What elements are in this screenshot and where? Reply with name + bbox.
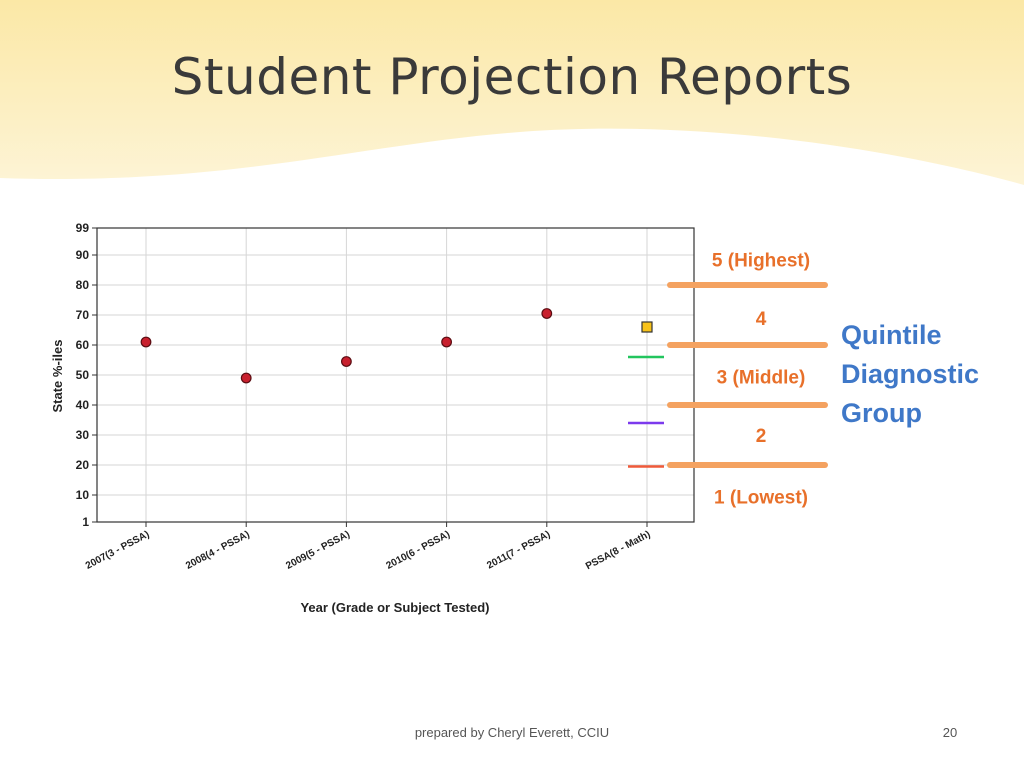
data-point xyxy=(541,308,553,319)
page-number: 20 xyxy=(942,725,958,740)
x-tick-label: 2007(3 - PSSA) xyxy=(84,529,151,572)
quintile-diagnostic-group-label: Quintile Diagnostic Group xyxy=(841,316,1021,433)
x-tick-label: 2008(4 - PSSA) xyxy=(184,529,251,572)
y-tick-label: 90 xyxy=(76,248,90,262)
quintile-group-label: 5 (Highest) xyxy=(712,251,810,272)
quintile-group-label: 2 xyxy=(756,426,767,447)
x-tick-label: 2009(5 - PSSA) xyxy=(284,529,351,572)
footer-credit: prepared by Cheryl Everett, CCIU xyxy=(414,725,610,740)
data-point xyxy=(341,356,352,367)
x-tick-label: 2010(6 - PSSA) xyxy=(385,529,452,572)
y-tick-label: 50 xyxy=(76,368,90,382)
plot-frame xyxy=(96,227,695,523)
y-tick-label: 40 xyxy=(76,398,90,412)
banner-shape xyxy=(0,0,1024,185)
header-banner xyxy=(0,0,1024,185)
y-tick-label: 99 xyxy=(76,221,90,235)
x-tick-label: PSSA(8 - Math) xyxy=(584,529,652,572)
y-axis-title: State %-iles xyxy=(50,340,65,413)
quintile-group-label: 3 (Middle) xyxy=(717,368,806,389)
data-point xyxy=(140,336,152,348)
projection-chart: 1 10 20 30 40 50 60 70 80 90 99 2007(3 - PSSA) 2008(… xyxy=(50,221,828,615)
side-label-line-2: Diagnostic xyxy=(841,359,980,389)
x-tick-label: 2011(7 - PSSA) xyxy=(485,529,552,572)
y-tick-label: 60 xyxy=(76,338,90,352)
y-tick-label: 80 xyxy=(76,278,90,292)
side-label-line-1: Quintile xyxy=(841,320,942,350)
side-label-line-3: Group xyxy=(841,398,922,428)
projection-point xyxy=(641,321,653,333)
data-point xyxy=(441,336,453,348)
x-axis-title: Year (Grade or Subject Tested) xyxy=(300,600,489,615)
y-tick-label: 10 xyxy=(76,488,90,502)
y-tick-label: 1 xyxy=(82,515,89,529)
y-tick-label: 30 xyxy=(76,428,90,442)
slide-title: Student Projection Reports xyxy=(171,48,853,106)
quintile-group-label: 4 xyxy=(756,309,767,330)
data-point xyxy=(240,372,252,384)
y-tick-label: 20 xyxy=(76,458,90,472)
quintile-group-label: 1 (Lowest) xyxy=(714,488,808,509)
y-tick-label: 70 xyxy=(76,308,90,322)
